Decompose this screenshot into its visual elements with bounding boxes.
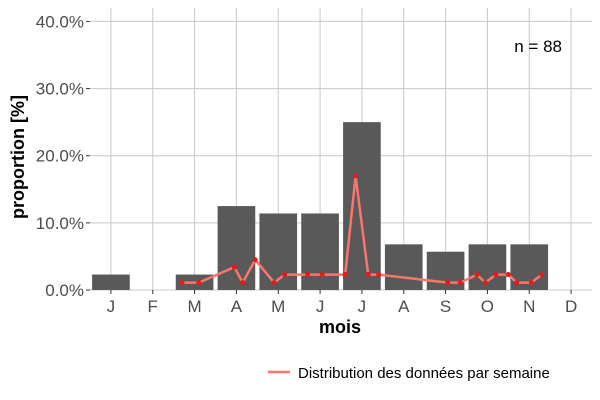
series-point <box>365 272 371 278</box>
series-point <box>528 280 534 286</box>
series-point <box>505 272 511 278</box>
x-tick-label: J <box>358 297 367 316</box>
y-axis-title: proportion [%] <box>8 95 28 219</box>
x-tick-label: A <box>231 297 243 316</box>
series-point <box>353 173 359 179</box>
x-tick-label: N <box>523 297 535 316</box>
series-point <box>482 280 488 286</box>
x-tick-label: S <box>440 297 451 316</box>
series-point <box>539 272 545 278</box>
legend: Distribution des données par semaine <box>268 365 550 382</box>
grid <box>90 8 592 291</box>
y-tick-label: 30.0% <box>36 80 84 99</box>
x-tick-label: J <box>107 297 116 316</box>
weekly-line <box>179 173 545 286</box>
x-tick-label: F <box>148 297 158 316</box>
y-tick-label: 20.0% <box>36 147 84 166</box>
series-point <box>231 264 237 270</box>
sample-size-annotation: n = 88 <box>514 37 562 56</box>
bar <box>259 213 298 290</box>
series-point <box>240 280 246 286</box>
series-point <box>445 280 451 286</box>
x-tick-label: M <box>187 297 201 316</box>
bars <box>92 122 549 291</box>
series-point <box>282 272 288 278</box>
series-point <box>305 272 311 278</box>
series-point <box>179 280 185 286</box>
series-point <box>319 272 325 278</box>
x-axis-title: mois <box>319 317 361 337</box>
legend-label: Distribution des données par semaine <box>298 365 550 382</box>
x-tick-label: O <box>481 297 494 316</box>
series-point <box>342 272 348 278</box>
y-tick-label: 10.0% <box>36 214 84 233</box>
series-point <box>457 280 463 286</box>
series-point <box>493 272 499 278</box>
series-point <box>252 257 258 263</box>
series-point <box>196 280 202 286</box>
x-tick-label: J <box>316 297 325 316</box>
x-tick-label: A <box>398 297 410 316</box>
series-point <box>376 272 382 278</box>
bar <box>92 274 130 290</box>
y-axis-ticks: 0.0% 10.0% 20.0% 30.0% 40.0% <box>36 12 90 300</box>
y-tick-label: 0.0% <box>45 281 84 300</box>
series-point <box>514 280 520 286</box>
x-tick-label: M <box>271 297 285 316</box>
bar <box>343 122 381 291</box>
series-point <box>271 280 277 286</box>
series-point <box>474 272 480 278</box>
bar <box>301 213 339 290</box>
x-tick-label: D <box>565 297 577 316</box>
bar <box>384 244 423 290</box>
bar <box>217 206 256 290</box>
series-line <box>182 174 543 284</box>
y-tick-label: 40.0% <box>36 12 84 31</box>
